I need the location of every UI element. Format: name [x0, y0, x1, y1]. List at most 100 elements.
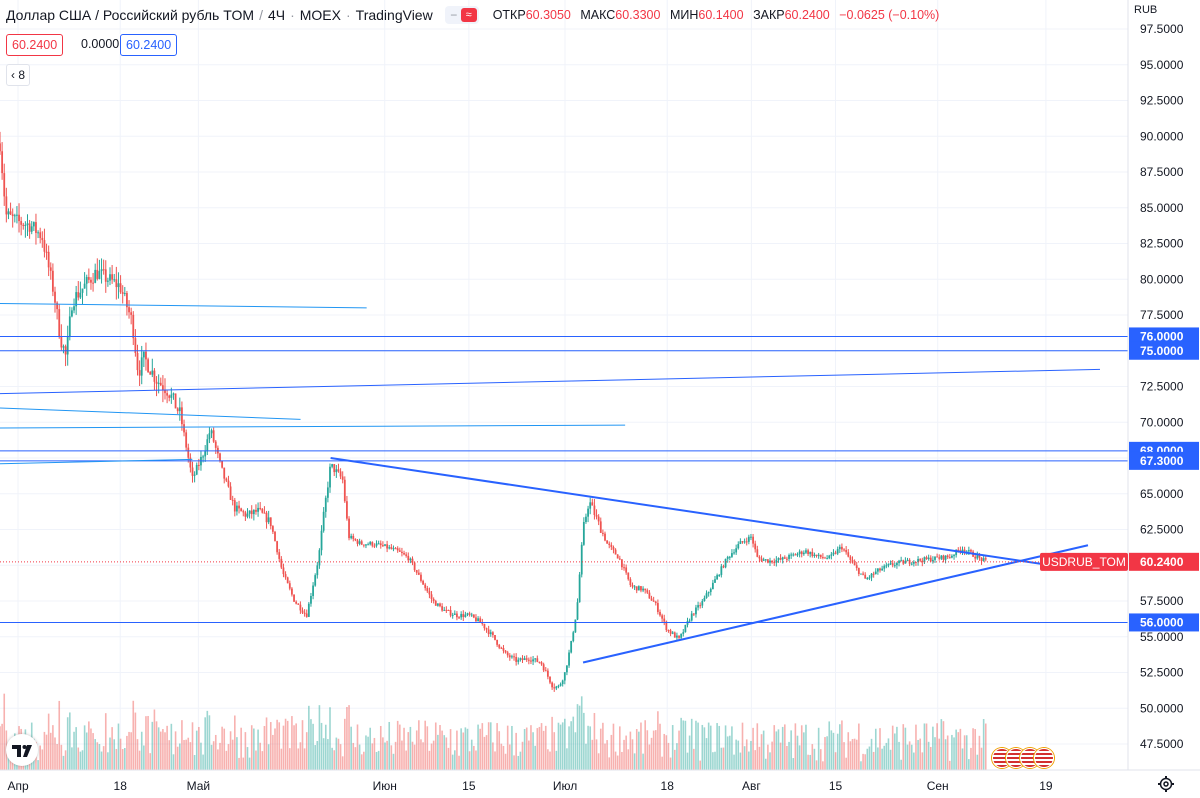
volume-bar — [792, 758, 795, 770]
candle — [481, 622, 484, 624]
currency-label[interactable]: RUB — [1134, 4, 1158, 16]
trend-line — [0, 458, 193, 465]
candle — [610, 544, 613, 548]
symbol-title[interactable]: Доллар США / Российский рубль TOM — [6, 7, 255, 23]
candle — [346, 501, 348, 519]
volume-bar — [37, 760, 39, 770]
volume-bar — [240, 727, 242, 770]
volume-bar — [324, 724, 327, 770]
interval-label[interactable]: 4Ч — [267, 7, 286, 23]
volume-bar — [219, 742, 221, 770]
volume-bar — [210, 744, 213, 770]
candle — [335, 469, 338, 473]
candle — [96, 269, 99, 279]
candle — [314, 575, 317, 586]
chart-style-toggle[interactable]: − ≈ — [444, 6, 479, 24]
wave-icon[interactable]: ≈ — [460, 8, 477, 22]
volume-bar — [257, 729, 259, 770]
candle — [109, 274, 111, 281]
ask-price-box[interactable]: 60.2400 — [120, 34, 178, 56]
candle — [515, 656, 518, 662]
candle — [796, 553, 799, 556]
candle — [756, 549, 759, 557]
volume-bar — [9, 755, 12, 770]
volume-bar — [367, 736, 369, 770]
bid-price-box[interactable]: 60.2400 — [6, 34, 64, 56]
candle — [388, 547, 391, 549]
candle — [47, 251, 50, 268]
candle — [661, 615, 664, 619]
candle — [866, 578, 869, 580]
us-flag-icon[interactable] — [1034, 748, 1054, 768]
volume-bar — [631, 739, 634, 770]
dash-icon[interactable]: − — [450, 8, 458, 22]
volume-bar — [849, 741, 852, 770]
candle — [45, 251, 48, 253]
candle — [193, 474, 196, 476]
volume-bar — [475, 750, 477, 770]
volume-bar — [923, 723, 926, 770]
candle — [595, 514, 598, 517]
candle — [915, 561, 917, 563]
candle — [390, 547, 393, 549]
time-axis — [0, 770, 1200, 796]
chevron-left-icon: ‹ — [11, 68, 15, 82]
volume-bar — [295, 723, 297, 770]
candle — [671, 632, 674, 634]
candle — [642, 588, 644, 591]
volume-bar — [69, 712, 71, 770]
events-flags[interactable] — [992, 748, 1054, 768]
candle — [826, 558, 829, 560]
candles — [0, 131, 987, 692]
candle — [623, 567, 625, 569]
volume-bar — [159, 731, 162, 770]
tradingview-logo[interactable] — [6, 734, 38, 766]
volume-bar — [149, 753, 151, 770]
candle — [517, 659, 520, 662]
volume-bar — [879, 728, 881, 770]
candle — [549, 676, 551, 683]
volume-bar — [936, 723, 938, 770]
volume-bar — [521, 741, 524, 770]
y-tick-label: 72.5000 — [1140, 380, 1184, 394]
candle — [553, 687, 556, 689]
volume-bar — [124, 747, 126, 770]
candle — [758, 556, 761, 559]
candle — [20, 221, 23, 225]
candle — [121, 292, 124, 294]
volume-bar — [170, 723, 173, 770]
candle — [269, 517, 272, 527]
volume-bar — [411, 741, 414, 770]
volume-bar — [688, 735, 691, 770]
candle — [360, 541, 363, 545]
x-tick-label: Авг — [742, 779, 761, 793]
volume-bar — [259, 742, 261, 770]
volume-bar — [612, 723, 615, 770]
indicators-toggle[interactable]: ‹ 8 — [6, 64, 31, 86]
candle — [718, 574, 721, 576]
candle — [511, 656, 513, 658]
candle — [557, 685, 560, 687]
gear-icon[interactable] — [1157, 775, 1175, 793]
level-tag — [1129, 327, 1199, 346]
trend-line — [582, 544, 1089, 664]
volume-bar — [492, 742, 494, 770]
volume-bar — [788, 741, 790, 770]
candle — [310, 595, 312, 604]
y-tick-label: 65.0000 — [1140, 487, 1184, 501]
candle — [896, 563, 898, 566]
volume-bar — [81, 750, 84, 770]
volume-bar — [229, 731, 232, 770]
volume-bar — [176, 746, 179, 770]
volume-bar — [726, 736, 729, 770]
volume-bar — [773, 725, 776, 770]
candle — [633, 586, 636, 588]
candle — [720, 566, 723, 575]
volume-bar — [56, 743, 58, 770]
volume-bar — [456, 730, 458, 770]
candle — [745, 541, 748, 543]
candle — [181, 407, 183, 425]
volume-bar — [784, 724, 786, 770]
candle — [695, 607, 697, 615]
